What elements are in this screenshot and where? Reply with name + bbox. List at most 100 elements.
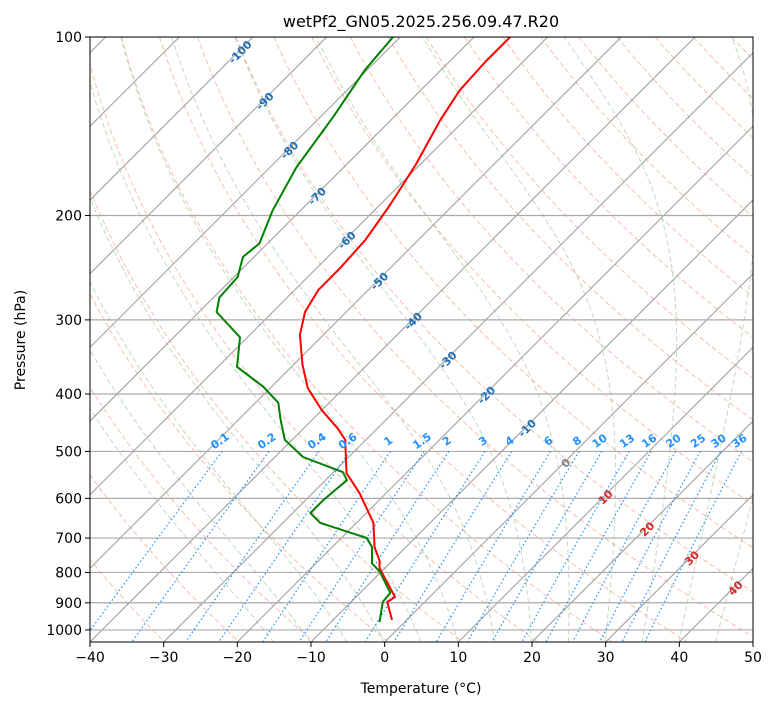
isotherm — [90, 37, 328, 275]
mixing-ratio-label: 36 — [729, 431, 749, 451]
y-tick-label: 800 — [55, 565, 82, 581]
dry-adiabat — [90, 292, 390, 642]
mixing-ratio-label: 0.2 — [255, 430, 278, 452]
y-tick-label: 200 — [55, 208, 82, 224]
isotherm — [531, 420, 753, 642]
mixing-ratio-line — [545, 451, 652, 642]
mixing-ratio-label: 25 — [688, 431, 708, 450]
mixing-ratio-label: 0.1 — [208, 430, 231, 452]
x-tick-label: −10 — [296, 650, 326, 666]
isotherm — [383, 272, 753, 642]
temperature-profile-line — [298, 37, 511, 621]
chart-title: wetPf2_GN05.2025.256.09.47.R20 — [283, 12, 559, 32]
plot-frame — [89, 36, 754, 643]
moist-adiabat — [90, 280, 348, 642]
moist-adiabat — [715, 496, 753, 642]
isotherm — [90, 37, 696, 642]
dry-adiabat — [120, 37, 614, 642]
x-tick-label: 20 — [523, 650, 541, 666]
mixing-ratio-label: 8 — [570, 434, 584, 449]
moist-adiabat — [563, 37, 678, 642]
isotherm — [457, 346, 753, 642]
moist-adiabat — [90, 196, 385, 642]
x-tick-label: 40 — [670, 650, 688, 666]
profiles — [215, 37, 511, 623]
dry-adiabat — [770, 37, 775, 643]
x-tick-label: −20 — [223, 650, 253, 666]
dry-adiabat — [654, 37, 753, 139]
x-tick-label: −30 — [149, 650, 179, 666]
dry-adiabat — [387, 37, 753, 421]
isotherm — [90, 37, 622, 570]
dry-adiabat — [235, 37, 753, 593]
mixing-ratio-label: 16 — [639, 431, 659, 451]
mixing-ratio-line — [393, 451, 513, 642]
y-tick-label: 900 — [55, 596, 82, 612]
isotherm-label: -100 — [226, 38, 255, 67]
moist-adiabat — [422, 37, 617, 642]
dry-adiabat — [692, 37, 753, 100]
dry-adiabat — [502, 37, 753, 298]
y-tick-label: 400 — [55, 387, 82, 403]
mixing-ratio-line — [435, 451, 552, 642]
isotherm — [90, 37, 549, 496]
dry-adiabat — [90, 474, 240, 642]
isotherm-label: -90 — [253, 89, 276, 112]
mixing-ratio-label: 0.4 — [305, 430, 329, 452]
dry-adiabat — [464, 37, 753, 338]
mixing-ratio-label: 1 — [382, 434, 396, 449]
dry-adiabat — [90, 62, 539, 642]
y-tick-label: 300 — [55, 313, 82, 329]
isotherm-label: -70 — [306, 184, 329, 207]
mixing-ratio-line — [621, 451, 722, 642]
isotherm-label: -40 — [402, 309, 425, 332]
isotherm-label: -30 — [436, 348, 459, 371]
moist-adiabat — [120, 37, 459, 642]
y-tick-label: 100 — [55, 30, 82, 46]
mixing-ratio-label: 4 — [503, 433, 517, 448]
dewpoint-profile-line — [215, 37, 394, 623]
isotherm — [752, 641, 753, 642]
x-tick-label: 50 — [744, 650, 762, 666]
isotherm-label: 40 — [726, 578, 746, 598]
isotherm-label: -20 — [475, 383, 498, 406]
x-tick-label: 0 — [380, 650, 389, 666]
isotherm — [162, 51, 753, 642]
x-tick-label: −40 — [75, 650, 105, 666]
isotherm-label: 30 — [682, 548, 702, 568]
mixing-ratio-line — [571, 451, 677, 642]
mixing-ratio-label: 2 — [440, 434, 454, 449]
dry-adiabat — [90, 386, 315, 642]
dry-adiabat — [425, 37, 753, 379]
mixing-ratio-line — [521, 451, 630, 642]
background-lines — [90, 37, 775, 643]
mixing-ratio-line — [466, 451, 580, 642]
y-tick-label: 1000 — [46, 623, 82, 639]
mixing-ratio-line — [598, 451, 701, 642]
moist-adiabat — [90, 348, 311, 642]
dry-adiabat — [159, 37, 688, 642]
y-axis-label: Pressure (hPa) — [13, 290, 29, 390]
moist-adiabat — [90, 79, 422, 642]
isotherm-label: -60 — [335, 228, 358, 251]
isotherm — [90, 37, 475, 422]
moist-adiabat — [315, 37, 570, 642]
mixing-ratio-label: 13 — [617, 431, 637, 450]
mixing-ratio-line — [364, 451, 486, 642]
mixing-ratio-line — [184, 451, 320, 642]
isotherm — [604, 493, 753, 642]
x-tick-label: 10 — [449, 650, 467, 666]
x-tick-label: 30 — [597, 650, 615, 666]
axes: −40 −30 −20 −10 0 10 20 30 40 5010020030040050060… — [46, 30, 762, 666]
isotherm — [90, 37, 401, 349]
y-tick-label: 700 — [55, 531, 82, 547]
isotherm — [310, 199, 753, 642]
mixing-ratio-label: 6 — [542, 433, 556, 448]
moist-adiabat — [90, 407, 274, 642]
mixing-ratio-line — [325, 451, 450, 642]
isotherm — [236, 125, 753, 642]
dry-adiabat — [273, 37, 753, 549]
mixing-ratio-line — [644, 451, 743, 642]
dry-adiabat — [349, 37, 753, 463]
